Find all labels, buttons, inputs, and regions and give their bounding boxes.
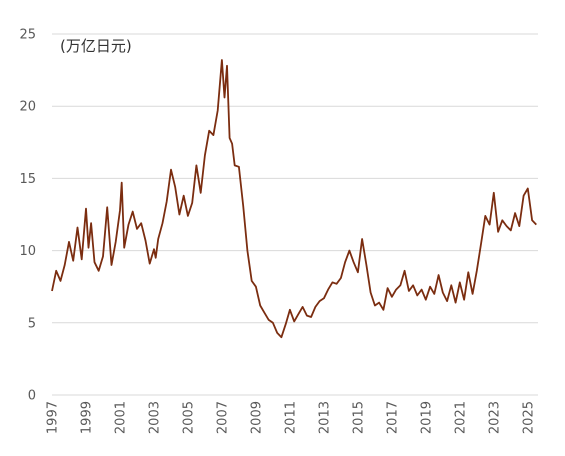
y-axis-ticks: 0 5 10 15 20 25	[19, 28, 36, 404]
x-tick-label: 2023	[487, 401, 502, 434]
x-axis-ticks: 1997 1999 2001 2003 2005 2007 2009 2011 2013 2015…	[46, 401, 537, 434]
series-line	[51, 59, 537, 339]
y-tick-label: 5	[28, 316, 36, 331]
y-tick-label: 0	[28, 389, 36, 404]
x-tick-label: 2003	[147, 401, 162, 434]
y-tick-label: 10	[19, 244, 36, 259]
x-tick-label: 2013	[317, 401, 332, 434]
x-tick-label: 2011	[283, 401, 298, 434]
x-tick-label: 2007	[215, 401, 230, 434]
x-tick-label: 2017	[385, 401, 400, 434]
x-tick-label: 2021	[453, 401, 468, 434]
y-tick-label: 20	[19, 100, 36, 115]
x-tick-label: 1997	[46, 401, 61, 434]
x-tick-label: 2015	[351, 401, 366, 434]
x-tick-label: 2001	[113, 401, 128, 434]
x-tick-label: 2019	[419, 401, 434, 434]
unit-label: (万亿日元)	[60, 37, 132, 55]
x-tick-label: 2025	[521, 401, 536, 434]
x-tick-label: 2005	[181, 401, 196, 434]
y-tick-label: 15	[19, 172, 36, 187]
x-tick-label: 1999	[79, 401, 94, 434]
y-tick-label: 25	[19, 28, 36, 43]
gridlines	[52, 33, 538, 396]
x-tick-label: 2009	[249, 401, 264, 434]
